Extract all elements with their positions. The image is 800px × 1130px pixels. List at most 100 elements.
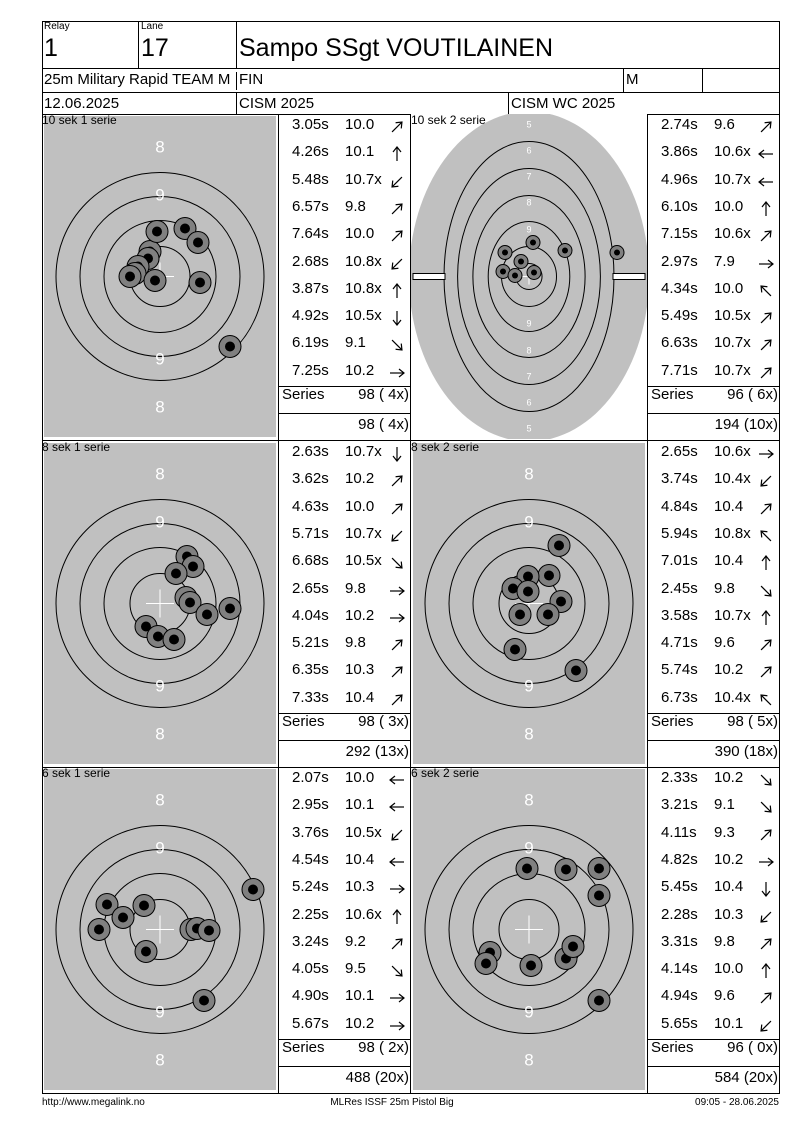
- shot-score: 10.7x: [345, 524, 382, 542]
- shot-hole: [178, 591, 202, 614]
- total-divider: [279, 740, 410, 741]
- shot-score: 9.3: [714, 823, 735, 841]
- series-divider: [279, 386, 410, 387]
- shot-time: 5.65s: [661, 1014, 698, 1032]
- shot-time: 4.82s: [661, 850, 698, 868]
- footer-url[interactable]: http://www.megalink.no: [42, 1097, 145, 1108]
- shooter-name: Sampo SSgt VOUTILAINEN: [239, 34, 554, 62]
- shot-hole: [515, 857, 539, 880]
- series-divider: [648, 1039, 779, 1040]
- shot-score: 10.8x: [345, 252, 382, 270]
- shot-time: 6.73s: [661, 688, 698, 706]
- direction-arrow-icon: [391, 639, 403, 651]
- event-clip-edge: [236, 72, 237, 90]
- direction-arrow-icon: [761, 200, 771, 216]
- lane-value: 17: [141, 34, 169, 62]
- shot-hole: [587, 989, 611, 1012]
- shot-time: 4.90s: [292, 987, 329, 1005]
- series-title: 6 sek 2 serie: [411, 766, 480, 780]
- series-score: 98 ( 2x): [358, 1039, 409, 1056]
- shot-time: 2.28s: [661, 905, 698, 923]
- shot-score: 10.0: [714, 279, 744, 297]
- series-score: 96 ( 0x): [727, 1039, 778, 1056]
- shot-score: 9.8: [345, 579, 366, 597]
- direction-arrow-icon: [761, 609, 771, 625]
- date-comp-divider: [236, 92, 237, 114]
- direction-arrow-icon: [760, 585, 772, 597]
- frame-line-2: [42, 92, 780, 93]
- direction-arrow-icon: [390, 884, 405, 894]
- direction-arrow-icon: [758, 149, 773, 159]
- direction-arrow-icon: [392, 146, 402, 162]
- shot-score: 10.6x: [714, 443, 751, 460]
- target-5: 8 9 9 8: [44, 769, 276, 1090]
- frame-top: [42, 21, 780, 22]
- direction-arrow-icon: [392, 908, 402, 924]
- series-score: 98 ( 5x): [727, 713, 778, 730]
- footer-timestamp: 09:05 - 28.06.2025: [695, 1097, 779, 1108]
- target-3: 8 9 9 8: [44, 443, 276, 764]
- shot-time: 7.71s: [661, 361, 698, 379]
- direction-arrow-icon: [760, 1020, 772, 1032]
- shot-time: 6.68s: [292, 552, 329, 570]
- shot-time: 5.94s: [661, 524, 698, 542]
- shot-score: 9.6: [714, 634, 735, 652]
- shot-hole: [197, 919, 221, 942]
- ring-number: 8: [155, 725, 164, 744]
- ring-number: 6: [526, 398, 531, 408]
- shot-score: 10.4: [714, 497, 744, 515]
- lane-name-divider: [236, 21, 237, 68]
- ring-number: 9: [155, 513, 164, 532]
- running-total: 488 (20x): [345, 1069, 409, 1086]
- series-label: Series: [651, 1039, 694, 1056]
- shot-hole: [474, 952, 498, 975]
- shot-time: 3.86s: [661, 143, 698, 161]
- shot-score: 9.1: [714, 796, 735, 814]
- shot-hole: [526, 265, 542, 280]
- shot-hole: [192, 989, 216, 1012]
- shot-score: 10.3: [345, 878, 375, 896]
- shot-time: 4.14s: [661, 960, 698, 978]
- shot-time: 7.25s: [292, 361, 329, 379]
- shot-score: 10.1: [345, 987, 375, 1005]
- series-label: Series: [651, 713, 694, 730]
- shot-hole: [188, 271, 212, 294]
- direction-arrow-icon: [391, 230, 403, 242]
- shot-hole: [186, 231, 210, 254]
- direction-arrow-icon: [389, 775, 404, 785]
- gender: M: [626, 71, 639, 88]
- shot-time: 3.76s: [292, 823, 329, 841]
- shot-hole: [145, 220, 169, 243]
- shot-hole: [609, 245, 625, 260]
- ring-number: 8: [155, 791, 164, 810]
- direction-arrow-icon: [391, 340, 403, 352]
- total-divider: [648, 740, 779, 741]
- shot-time: 5.21s: [292, 634, 329, 652]
- direction-arrow-icon: [392, 311, 402, 327]
- shot-time: 4.63s: [292, 497, 329, 515]
- series-title: 10 sek 1 serie: [42, 113, 117, 127]
- shot-time: 6.19s: [292, 334, 329, 352]
- shot-time: 2.95s: [292, 796, 329, 814]
- running-total: 98 ( 4x): [358, 416, 409, 433]
- relay-value: 1: [44, 34, 58, 62]
- shot-score: 10.0: [345, 225, 375, 243]
- direction-arrow-icon: [390, 586, 405, 595]
- event-name: 25m Military Rapid TEAM M: [44, 71, 231, 88]
- shot-hole: [561, 935, 585, 958]
- direction-arrow-icon: [760, 312, 772, 324]
- shot-time: 3.24s: [292, 932, 329, 950]
- shot-time: 5.48s: [292, 170, 329, 188]
- shot-hole: [513, 254, 529, 269]
- panel-col-divider: [410, 441, 411, 768]
- ring-number: 9: [524, 513, 533, 532]
- shot-time: 2.45s: [661, 579, 698, 597]
- shot-score: 10.4: [714, 878, 744, 896]
- panel-row-divider: [42, 440, 780, 441]
- direction-arrow-icon: [392, 447, 402, 462]
- direction-arrow-icon: [390, 368, 405, 378]
- direction-arrow-icon: [391, 530, 403, 542]
- nation-gender-divider: [623, 68, 624, 92]
- direction-arrow-icon: [760, 121, 772, 133]
- shot-time: 3.05s: [292, 116, 329, 133]
